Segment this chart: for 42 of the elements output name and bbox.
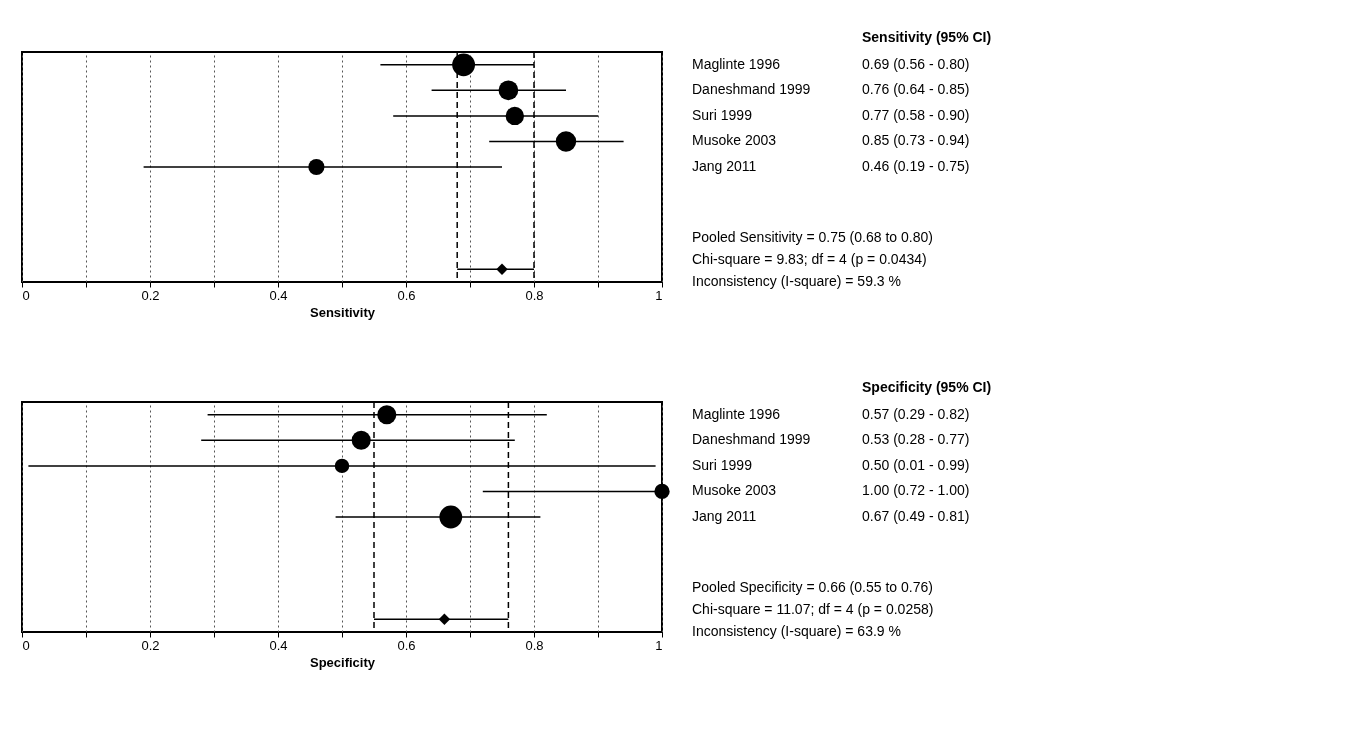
- text: Chi-square = 11.07; df = 4 (p = 0.0258): [692, 601, 934, 617]
- x-tick-label: 1: [655, 287, 663, 303]
- data-label: 0.76 (0.64 - 0.85): [862, 81, 970, 98]
- text: Chi-square = 9.83; df = 4 (p = 0.0434): [692, 251, 927, 267]
- category-label: Musoke 2003: [692, 482, 777, 499]
- category-label: Suri 1999: [692, 456, 752, 473]
- x-tick-label: 0.6: [397, 287, 416, 303]
- x-tick-label: 0.4: [269, 287, 288, 303]
- x-axis-title: Specificity: [309, 654, 376, 670]
- text: Pooled Sensitivity = 0.75 (0.68 to 0.80): [692, 229, 933, 245]
- category-label: Jang 2011: [692, 508, 757, 524]
- text: Inconsistency (I-square) = 59.3 %: [692, 273, 901, 289]
- data-label: 0.53 (0.28 - 0.77): [862, 431, 970, 448]
- x-tick-label: 0.8: [525, 637, 544, 653]
- x-axis-title: Sensitivity: [309, 304, 376, 320]
- category-label: Musoke 2003: [692, 132, 777, 149]
- data-label: 0.50 (0.01 - 0.99): [862, 456, 970, 473]
- category-label: Jang 2011: [692, 158, 757, 174]
- category-label: Daneshmand 1999: [692, 81, 811, 98]
- x-tick-label: 0.6: [397, 637, 416, 653]
- x-tick-label: 0.2: [141, 287, 160, 303]
- x-tick-label: 0: [22, 637, 30, 653]
- x-tick-label: 0.4: [269, 637, 288, 653]
- x-tick-label: 0.2: [141, 637, 160, 653]
- data-label: 0.57 (0.29 - 0.82): [862, 405, 970, 422]
- data-label: 0.85 (0.73 - 0.94): [862, 132, 970, 149]
- category-label: Suri 1999: [692, 106, 752, 123]
- text: Sensitivity (95% CI): [862, 29, 992, 45]
- data-label: 1.00 (0.72 - 1.00): [862, 482, 970, 499]
- data-label: 0.69 (0.56 - 0.80): [862, 55, 970, 72]
- data-label: 0.77 (0.58 - 0.90): [862, 106, 970, 123]
- data-label: 0.67 (0.49 - 0.81): [862, 508, 970, 524]
- text: Pooled Specificity = 0.66 (0.55 to 0.76): [692, 579, 933, 595]
- data-label: 0.46 (0.19 - 0.75): [862, 158, 970, 174]
- category-label: Maglinte 1996: [692, 405, 780, 422]
- text: Specificity (95% CI): [862, 379, 992, 395]
- x-tick-label: 1: [655, 637, 663, 653]
- x-tick-label: 0: [22, 287, 30, 303]
- category-label: Daneshmand 1999: [692, 431, 811, 448]
- text: Inconsistency (I-square) = 63.9 %: [692, 623, 901, 639]
- category-label: Maglinte 1996: [692, 55, 780, 72]
- x-tick-label: 0.8: [525, 287, 544, 303]
